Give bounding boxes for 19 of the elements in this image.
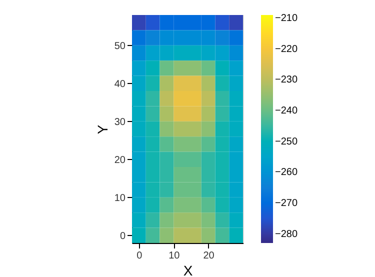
- y-tick-label: 40: [114, 78, 126, 90]
- color-bar-label: −210: [275, 13, 298, 24]
- y-tick-label: 10: [114, 192, 126, 204]
- x-tick-label: 20: [203, 250, 215, 262]
- x-axis-title: X: [183, 262, 194, 277]
- color-bar-label: −260: [275, 167, 298, 178]
- x-tick-label: 10: [168, 250, 180, 262]
- y-tick-label: 20: [114, 154, 126, 166]
- color-bar-label: −280: [275, 228, 298, 240]
- y-tick-label: 50: [114, 40, 126, 52]
- x-tick-label: 0: [136, 250, 143, 262]
- y-tick-label: 30: [114, 116, 126, 128]
- color-bar-label: −220: [275, 44, 298, 55]
- color-bar-label: −230: [275, 74, 298, 86]
- color-bar-label: −240: [275, 106, 298, 117]
- y-tick-label: 0: [120, 230, 126, 242]
- y-axis-title: Y: [94, 124, 110, 134]
- color-bar-label: −270: [275, 198, 298, 209]
- color-bar-label: −250: [275, 136, 298, 148]
